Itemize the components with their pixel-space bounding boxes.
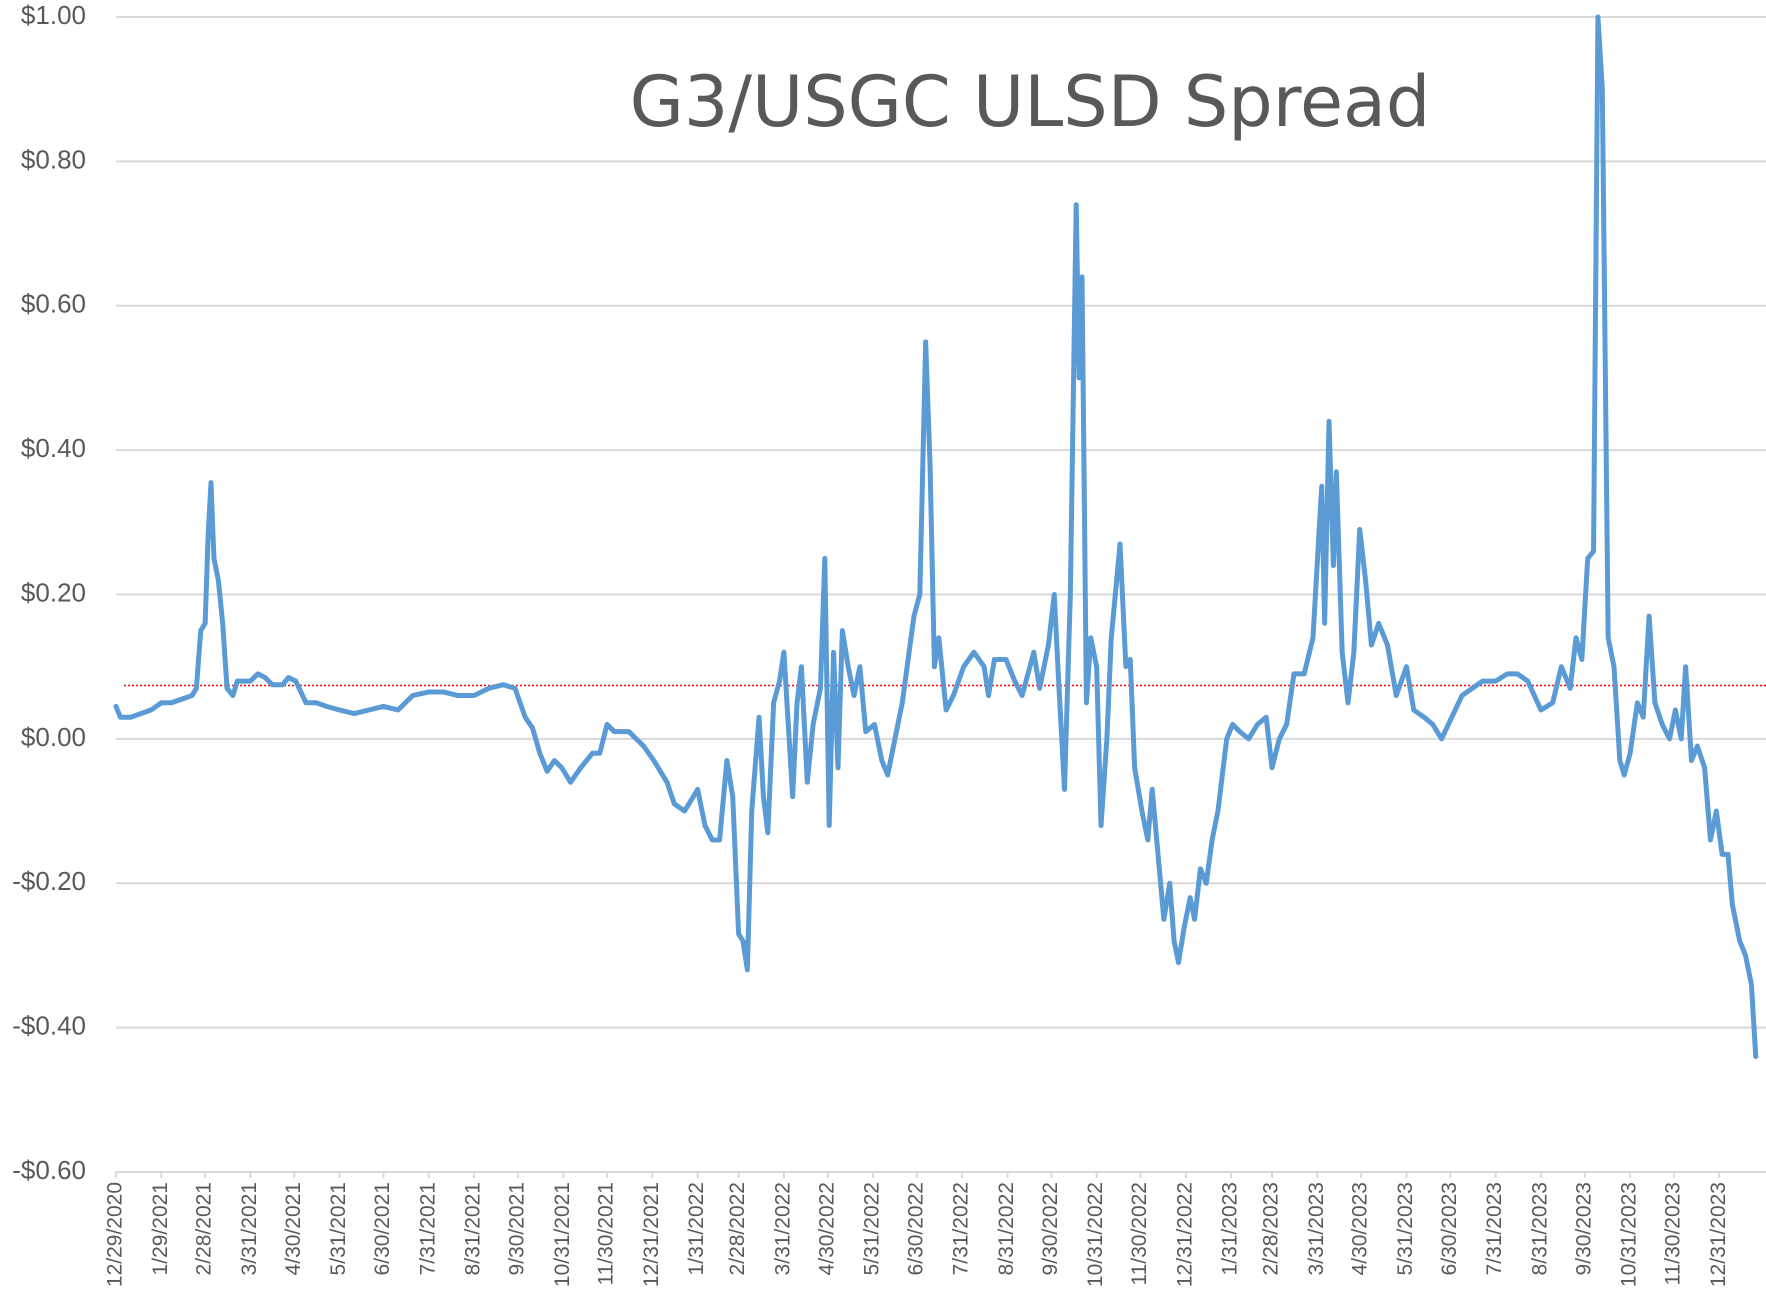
x-tick-label: 4/30/2023 — [1349, 1182, 1372, 1275]
y-tick-label: $0.60 — [21, 289, 86, 319]
y-tick-label: $0.00 — [21, 722, 86, 752]
x-tick-label: 5/31/2023 — [1394, 1182, 1417, 1275]
x-tick-label: 1/31/2022 — [685, 1182, 708, 1275]
grid — [115, 16, 1766, 1178]
x-tick-label: 9/30/2021 — [505, 1182, 528, 1275]
x-tick-label: 12/31/2022 — [1173, 1182, 1196, 1287]
x-tick-label: 7/31/2023 — [1483, 1182, 1506, 1275]
x-tick-label: 8/31/2022 — [995, 1182, 1018, 1275]
x-tick-label: 7/31/2021 — [416, 1182, 439, 1275]
x-tick-label: 10/31/2023 — [1618, 1182, 1641, 1287]
y-tick-label: $0.20 — [21, 577, 86, 607]
x-tick-label: 3/31/2021 — [238, 1182, 261, 1275]
x-tick-label: 6/30/2022 — [904, 1182, 927, 1275]
x-tick-label: 12/29/2020 — [104, 1182, 127, 1287]
x-tick-label: 2/28/2022 — [726, 1182, 749, 1275]
chart-title: G3/USGC ULSD Spread — [630, 61, 1431, 143]
data-line — [113, 14, 1759, 1059]
x-tick-label: 12/31/2023 — [1707, 1182, 1730, 1287]
x-tick-label: 9/30/2023 — [1572, 1182, 1595, 1275]
x-tick-label: 1/31/2023 — [1219, 1182, 1242, 1275]
x-tick-label: 1/29/2021 — [149, 1182, 172, 1275]
x-tick-label: 8/31/2023 — [1528, 1182, 1551, 1275]
x-tick-label: 8/31/2021 — [462, 1182, 485, 1275]
line-layer — [113, 14, 1759, 1059]
x-tick-label: 4/30/2021 — [282, 1182, 305, 1275]
x-tick-label: 6/30/2023 — [1438, 1182, 1461, 1275]
x-tick-label: 11/30/2023 — [1661, 1182, 1684, 1286]
y-tick-label: -$0.60 — [12, 1155, 86, 1185]
x-tick-label: 6/30/2021 — [371, 1182, 394, 1275]
x-tick-label: 10/31/2022 — [1084, 1182, 1107, 1287]
x-tick-label: 11/30/2021 — [595, 1182, 618, 1286]
x-tick-label: 7/31/2022 — [950, 1182, 973, 1275]
y-tick-label: -$0.20 — [12, 866, 86, 896]
y-tick-label: $0.80 — [21, 144, 86, 174]
x-tick-label: 2/28/2023 — [1260, 1182, 1283, 1275]
x-tick-label: 12/31/2021 — [640, 1182, 663, 1287]
y-tick-label: $1.00 — [21, 0, 86, 30]
x-tick-label: 4/30/2022 — [815, 1182, 838, 1275]
x-tick-label: 5/31/2021 — [327, 1182, 350, 1275]
y-tick-label: -$0.40 — [12, 1011, 86, 1041]
x-tick-label: 2/28/2021 — [193, 1182, 216, 1275]
x-tick-label: 9/30/2022 — [1039, 1182, 1062, 1275]
x-tick-label: 10/31/2021 — [551, 1182, 574, 1287]
x-tick-label: 3/31/2023 — [1305, 1182, 1328, 1275]
x-tick-label: 5/31/2022 — [861, 1182, 884, 1275]
x-tick-label: 11/30/2022 — [1128, 1182, 1151, 1286]
y-tick-label: $0.40 — [21, 433, 86, 463]
label-layer: $1.00 $0.80 $0.60 $0.40 $0.20 $0.00 -$0.20 -$0.… — [12, 0, 1730, 1287]
x-tick-label: 3/31/2022 — [771, 1182, 794, 1275]
